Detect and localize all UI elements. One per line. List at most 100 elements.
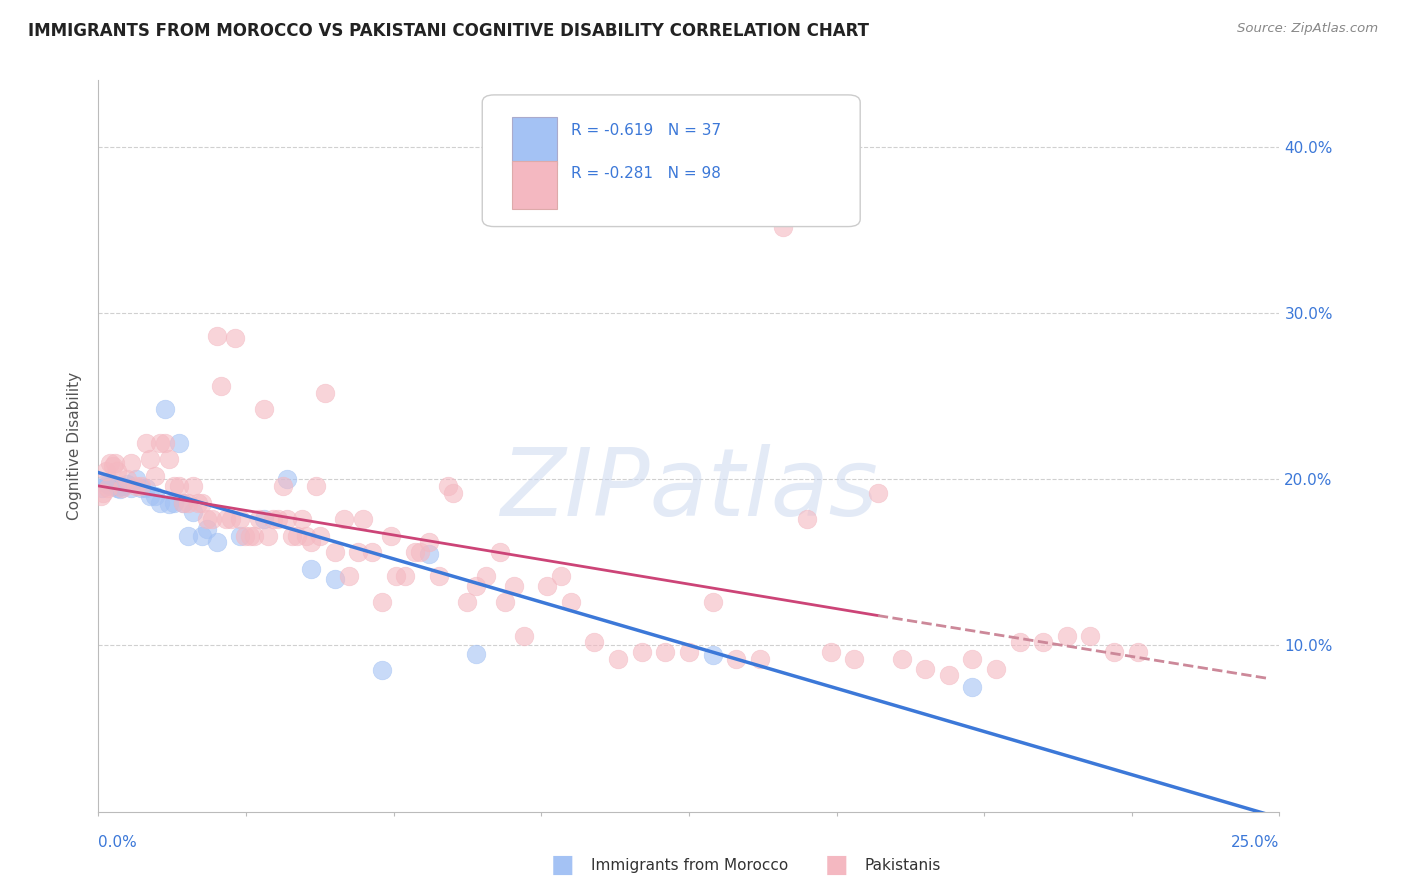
Point — [437, 479, 460, 493]
Point — [748, 652, 770, 666]
Point — [205, 535, 228, 549]
Point — [157, 452, 180, 467]
Point — [229, 529, 252, 543]
Y-axis label: Cognitive Disability: Cognitive Disability — [67, 372, 83, 520]
Point — [408, 545, 430, 559]
Point — [654, 645, 676, 659]
Point — [115, 477, 138, 491]
Point — [163, 479, 186, 493]
Point — [98, 479, 121, 493]
Point — [129, 479, 152, 493]
Point — [305, 479, 328, 493]
Text: Immigrants from Morocco: Immigrants from Morocco — [591, 858, 787, 872]
Text: IMMIGRANTS FROM MOROCCO VS PAKISTANI COGNITIVE DISABILITY CORRELATION CHART: IMMIGRANTS FROM MOROCCO VS PAKISTANI COG… — [28, 22, 869, 40]
Point — [90, 489, 112, 503]
Point — [121, 456, 143, 470]
Point — [135, 481, 157, 495]
Point — [465, 579, 488, 593]
Point — [962, 652, 984, 666]
Point — [143, 489, 166, 503]
FancyBboxPatch shape — [482, 95, 860, 227]
Point — [394, 568, 416, 582]
Point — [105, 464, 128, 478]
Point — [177, 529, 200, 543]
Point — [111, 479, 134, 493]
Point — [494, 595, 516, 609]
Point — [323, 572, 346, 586]
Point — [337, 568, 360, 582]
Point — [209, 379, 232, 393]
Point — [111, 481, 134, 495]
Point — [285, 529, 308, 543]
Point — [157, 497, 180, 511]
Point — [890, 652, 912, 666]
Point — [371, 664, 394, 678]
Point — [181, 506, 204, 520]
Point — [153, 435, 176, 450]
Point — [98, 456, 121, 470]
Text: R = -0.619   N = 37: R = -0.619 N = 37 — [571, 122, 721, 137]
Point — [441, 485, 464, 500]
Point — [262, 512, 284, 526]
Point — [962, 680, 984, 694]
FancyBboxPatch shape — [512, 118, 557, 165]
Point — [149, 495, 172, 509]
Point — [153, 402, 176, 417]
Point — [702, 648, 724, 663]
Point — [139, 489, 162, 503]
Point — [314, 385, 336, 400]
Point — [247, 512, 270, 526]
Point — [97, 477, 120, 491]
Point — [1102, 645, 1125, 659]
Text: Pakistanis: Pakistanis — [865, 858, 941, 872]
Point — [299, 535, 322, 549]
Point — [630, 645, 652, 659]
Point — [984, 662, 1007, 676]
Point — [796, 512, 818, 526]
Point — [167, 479, 190, 493]
Text: R = -0.281   N = 98: R = -0.281 N = 98 — [571, 167, 721, 181]
Point — [1056, 628, 1078, 642]
Text: ZIPatlas: ZIPatlas — [501, 444, 877, 535]
Point — [418, 535, 440, 549]
Point — [299, 562, 322, 576]
Point — [104, 456, 127, 470]
Point — [115, 472, 138, 486]
Point — [820, 645, 842, 659]
Point — [1126, 645, 1149, 659]
Point — [101, 477, 124, 491]
Point — [187, 495, 209, 509]
Point — [290, 512, 312, 526]
Point — [108, 482, 131, 496]
Point — [91, 481, 114, 495]
Point — [456, 595, 478, 609]
Point — [1008, 635, 1031, 649]
Point — [163, 495, 186, 509]
Point — [276, 472, 298, 486]
Point — [172, 495, 194, 509]
Point — [380, 529, 402, 543]
Point — [143, 469, 166, 483]
Point — [91, 485, 114, 500]
Point — [253, 512, 276, 526]
Point — [195, 522, 218, 536]
Point — [702, 595, 724, 609]
Point — [239, 529, 262, 543]
Point — [352, 512, 374, 526]
Point — [101, 458, 124, 473]
Point — [167, 435, 190, 450]
Point — [195, 512, 218, 526]
Point — [583, 635, 606, 649]
Point — [489, 545, 512, 559]
Point — [97, 481, 120, 495]
Point — [295, 529, 318, 543]
Point — [219, 512, 242, 526]
Point — [772, 219, 794, 234]
Text: 0.0%: 0.0% — [98, 836, 138, 850]
Point — [125, 472, 148, 486]
Point — [94, 475, 117, 490]
Point — [267, 512, 290, 526]
Point — [191, 495, 214, 509]
Point — [560, 595, 582, 609]
Point — [866, 485, 889, 500]
